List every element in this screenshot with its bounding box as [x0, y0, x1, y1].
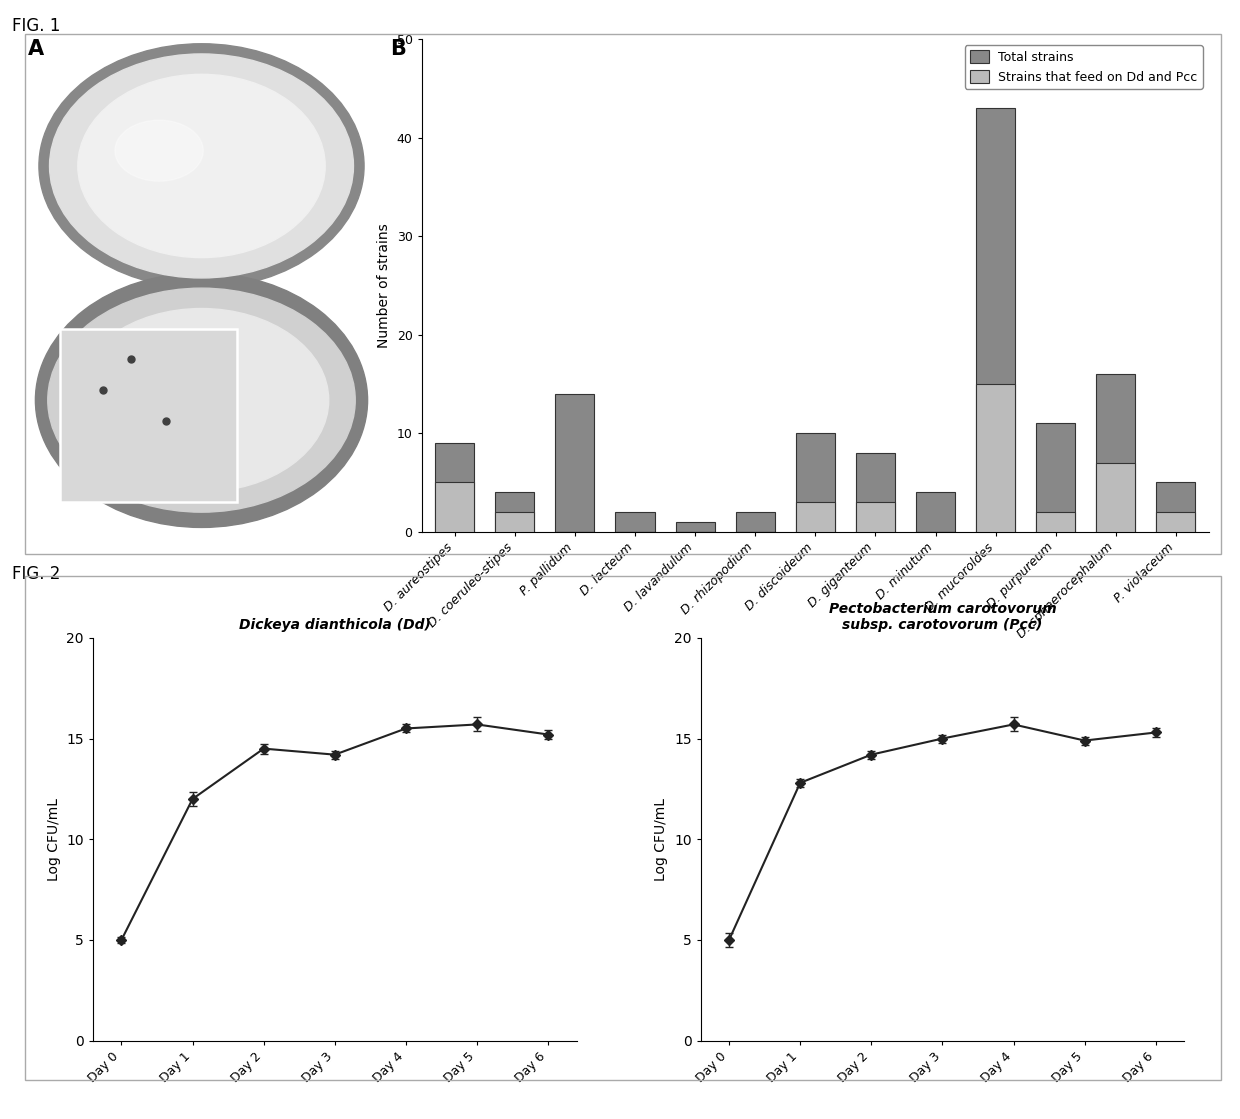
Ellipse shape	[38, 44, 365, 288]
Ellipse shape	[50, 54, 353, 278]
Bar	[1096, 374, 1136, 532]
Legend: Total strains, Strains that feed on Dd and Pcc: Total strains, Strains that feed on Dd a…	[965, 46, 1203, 88]
Title: Dickeya dianthicola (Dd): Dickeya dianthicola (Dd)	[239, 619, 430, 632]
Y-axis label: Number of strains: Number of strains	[377, 223, 391, 348]
Bar	[796, 433, 835, 532]
Bar	[976, 109, 1016, 532]
Text: FIG. 1: FIG. 1	[12, 17, 61, 35]
Ellipse shape	[48, 288, 355, 513]
Bar	[856, 453, 895, 532]
Bar	[1157, 511, 1195, 532]
Text: A: A	[29, 39, 45, 58]
Bar	[1037, 511, 1075, 532]
Bar	[1037, 423, 1075, 532]
Bar	[916, 492, 955, 532]
Text: B: B	[391, 39, 407, 59]
Bar	[495, 492, 534, 532]
Ellipse shape	[74, 309, 329, 492]
Bar	[495, 511, 534, 532]
Text: FIG. 2: FIG. 2	[12, 565, 61, 583]
X-axis label: Dicty species: Dicty species	[769, 647, 862, 661]
Ellipse shape	[36, 273, 367, 527]
Bar	[735, 511, 775, 532]
Ellipse shape	[78, 74, 325, 257]
Bar	[435, 443, 474, 532]
Bar	[856, 502, 895, 532]
Title: Pectobacterium carotovorum
subsp. carotovorum (Pcc): Pectobacterium carotovorum subsp. caroto…	[828, 602, 1056, 632]
Bar	[435, 482, 474, 532]
Bar	[615, 511, 655, 532]
Ellipse shape	[115, 120, 203, 181]
Y-axis label: Log CFU/mL: Log CFU/mL	[47, 798, 61, 881]
Bar	[556, 394, 594, 532]
Bar	[676, 521, 714, 532]
Y-axis label: Log CFU/mL: Log CFU/mL	[655, 798, 668, 881]
Bar	[1096, 462, 1136, 532]
Bar	[1157, 482, 1195, 532]
Bar	[976, 384, 1016, 532]
Bar	[60, 329, 237, 502]
Bar	[796, 502, 835, 532]
